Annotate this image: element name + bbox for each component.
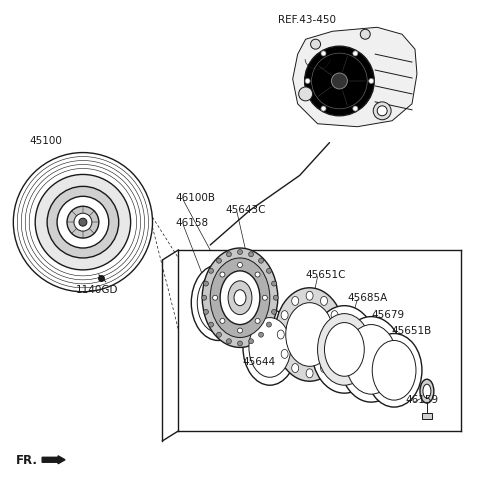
Circle shape xyxy=(213,295,217,300)
Circle shape xyxy=(272,281,276,286)
Ellipse shape xyxy=(292,364,299,373)
Circle shape xyxy=(249,339,253,344)
Ellipse shape xyxy=(420,379,434,403)
Circle shape xyxy=(57,196,109,248)
Ellipse shape xyxy=(286,303,334,366)
Ellipse shape xyxy=(281,311,288,319)
Ellipse shape xyxy=(281,349,288,358)
Circle shape xyxy=(238,262,242,267)
FancyArrow shape xyxy=(42,456,65,464)
Ellipse shape xyxy=(234,290,246,306)
Circle shape xyxy=(373,102,391,120)
Ellipse shape xyxy=(366,333,422,407)
Ellipse shape xyxy=(346,324,397,394)
Circle shape xyxy=(238,250,242,254)
Ellipse shape xyxy=(192,265,245,340)
Circle shape xyxy=(255,272,260,277)
Text: 45685A: 45685A xyxy=(348,293,388,303)
Circle shape xyxy=(299,87,312,101)
Circle shape xyxy=(238,341,242,346)
Circle shape xyxy=(259,332,264,337)
Circle shape xyxy=(208,268,214,273)
Circle shape xyxy=(79,218,87,226)
Circle shape xyxy=(353,51,358,56)
Ellipse shape xyxy=(202,248,278,347)
Ellipse shape xyxy=(228,281,252,315)
Ellipse shape xyxy=(306,369,313,378)
Circle shape xyxy=(227,251,231,256)
Ellipse shape xyxy=(277,330,284,339)
Ellipse shape xyxy=(318,314,371,385)
Circle shape xyxy=(266,322,272,327)
Circle shape xyxy=(220,318,225,323)
Circle shape xyxy=(238,328,242,333)
Ellipse shape xyxy=(335,330,342,339)
Text: REF.43-450: REF.43-450 xyxy=(278,15,336,25)
Circle shape xyxy=(305,78,310,83)
Text: 46159: 46159 xyxy=(405,395,438,405)
Text: 45651B: 45651B xyxy=(391,325,432,335)
Ellipse shape xyxy=(331,311,338,319)
Ellipse shape xyxy=(243,310,297,385)
Circle shape xyxy=(74,213,92,231)
Circle shape xyxy=(204,281,208,286)
Ellipse shape xyxy=(312,306,377,393)
Ellipse shape xyxy=(275,288,344,381)
Circle shape xyxy=(311,39,321,49)
Ellipse shape xyxy=(324,322,364,376)
Circle shape xyxy=(249,251,253,256)
Ellipse shape xyxy=(423,384,431,398)
Text: 45679: 45679 xyxy=(371,310,404,320)
Text: 46100B: 46100B xyxy=(175,193,216,203)
Ellipse shape xyxy=(321,296,327,305)
Bar xyxy=(422,413,432,419)
Ellipse shape xyxy=(321,364,327,373)
Text: 45643C: 45643C xyxy=(225,205,265,215)
Circle shape xyxy=(273,295,278,300)
Text: 45644: 45644 xyxy=(242,357,275,367)
Circle shape xyxy=(266,268,272,273)
Ellipse shape xyxy=(249,317,291,377)
Circle shape xyxy=(35,175,131,270)
Circle shape xyxy=(259,258,264,263)
Ellipse shape xyxy=(220,271,260,324)
Ellipse shape xyxy=(372,340,416,400)
Ellipse shape xyxy=(306,291,313,300)
Ellipse shape xyxy=(292,296,299,305)
Text: 1140GD: 1140GD xyxy=(76,285,119,295)
Polygon shape xyxy=(293,27,417,127)
Circle shape xyxy=(208,322,214,327)
Circle shape xyxy=(332,73,348,89)
Circle shape xyxy=(369,78,374,83)
Circle shape xyxy=(216,332,221,337)
Circle shape xyxy=(321,106,326,111)
Text: FR.: FR. xyxy=(16,454,38,467)
Ellipse shape xyxy=(197,273,239,332)
Circle shape xyxy=(220,272,225,277)
Ellipse shape xyxy=(339,316,403,402)
Circle shape xyxy=(227,339,231,344)
Text: 45100: 45100 xyxy=(29,136,62,146)
Text: 46158: 46158 xyxy=(175,218,208,228)
Circle shape xyxy=(202,295,207,300)
Circle shape xyxy=(204,309,208,314)
Circle shape xyxy=(321,51,326,56)
Circle shape xyxy=(263,295,267,300)
Text: 45651C: 45651C xyxy=(306,270,346,280)
Circle shape xyxy=(305,46,374,116)
Ellipse shape xyxy=(331,349,338,358)
Circle shape xyxy=(272,309,276,314)
Circle shape xyxy=(353,106,358,111)
Ellipse shape xyxy=(210,258,270,337)
Circle shape xyxy=(47,186,119,258)
Circle shape xyxy=(377,106,387,116)
Circle shape xyxy=(216,258,221,263)
Circle shape xyxy=(360,29,370,39)
Circle shape xyxy=(13,153,153,292)
Circle shape xyxy=(255,318,260,323)
Circle shape xyxy=(67,206,99,238)
